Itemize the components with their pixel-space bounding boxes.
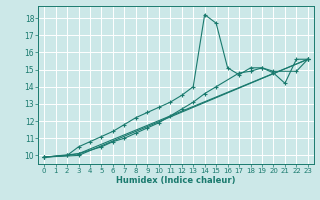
X-axis label: Humidex (Indice chaleur): Humidex (Indice chaleur) xyxy=(116,176,236,185)
